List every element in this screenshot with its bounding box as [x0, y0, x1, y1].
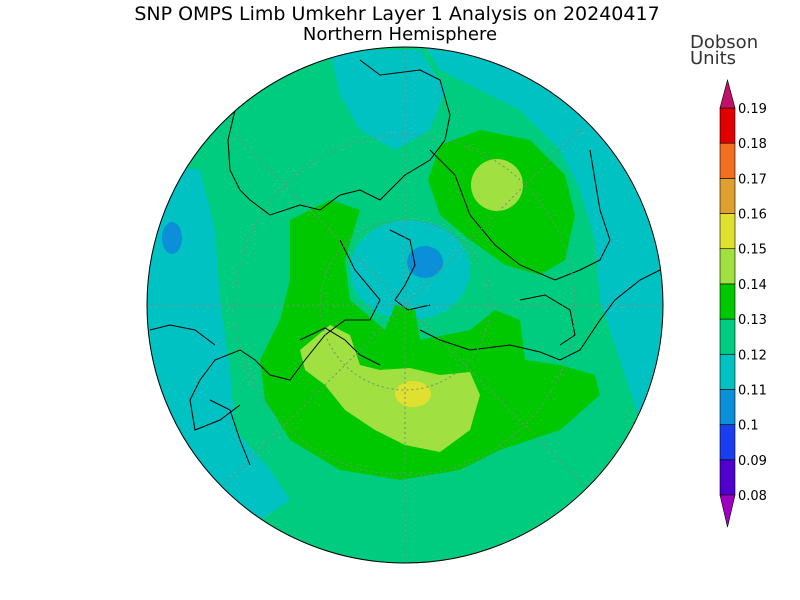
colorbar-band [719, 424, 736, 461]
field-blue-spot-left [162, 222, 182, 254]
colorbar-band [719, 142, 736, 179]
colorbar-units: Dobson Units [690, 32, 759, 69]
colorbar-tick-label: 0.17 [738, 172, 767, 187]
colorbar-tick-label: 0.11 [738, 383, 767, 398]
colorbar-band [719, 178, 736, 214]
units-line-2: Units [690, 48, 737, 69]
graticule [147, 47, 663, 563]
colorbar-band [719, 389, 736, 425]
colorbar-tick-label: 0.19 [738, 102, 767, 117]
field-yellow-max [395, 381, 431, 407]
colorbar-band [719, 283, 736, 320]
colorbar-top-arrow [719, 78, 736, 109]
colorbar-band [719, 213, 736, 250]
colorbar-tick-label: 0.13 [738, 313, 767, 328]
colorbar-tick-label: 0.18 [738, 137, 767, 152]
colorbar-tick-label: 0.1 [738, 419, 759, 434]
field-blue-spot-pole [407, 246, 443, 278]
coastlines [149, 59, 661, 466]
map-subtitle: Northern Hemisphere [302, 24, 498, 45]
colorbar-tick-label: 0.08 [738, 489, 767, 504]
colorbar-band [719, 107, 736, 144]
colorbar-band [719, 353, 736, 390]
colorbar-band [719, 459, 736, 496]
colorbar-tick-label: 0.12 [738, 348, 767, 363]
field-yellowgreen-lower [300, 325, 480, 452]
colorbar-band [719, 318, 736, 355]
field-yellowgreen-upper [471, 159, 523, 211]
map-title: SNP OMPS Limb Umkehr Layer 1 Analysis on… [134, 3, 660, 25]
colorbar-bottom-arrow [719, 494, 736, 528]
colorbar-tick-label: 0.09 [738, 454, 767, 469]
units-line-1: Dobson [690, 32, 759, 53]
map-outline [146, 46, 664, 564]
colorbar-tick-label: 0.14 [738, 278, 767, 293]
colorbar-tick-label: 0.15 [738, 243, 767, 258]
colorbar-tick-label: 0.16 [738, 208, 767, 223]
field-cyan-top [330, 50, 445, 150]
colorbar-band [719, 248, 736, 285]
